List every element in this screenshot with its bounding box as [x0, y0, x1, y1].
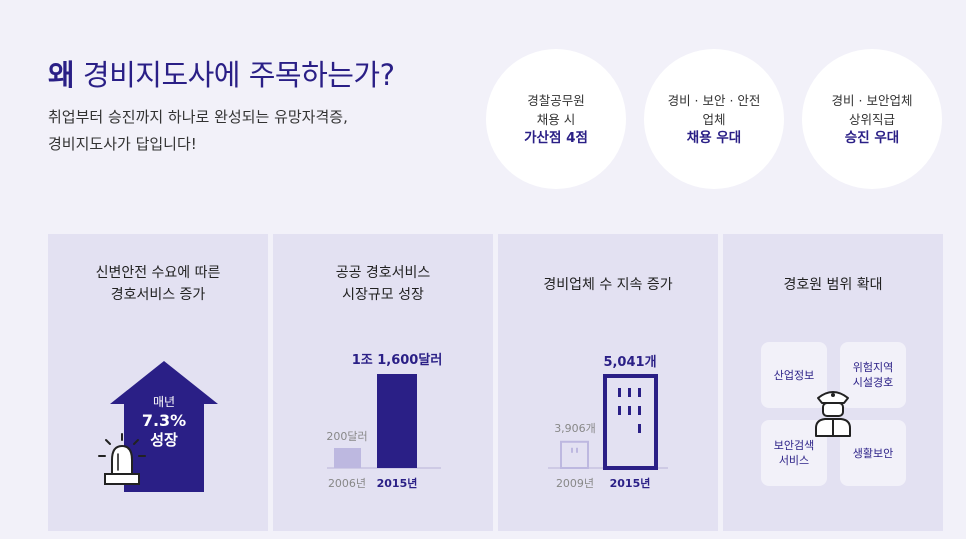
panel-title-line-1: 신변안전 수요에 따른: [95, 265, 221, 281]
bar-value-label-2015: 5,041개: [603, 355, 656, 370]
benefit-circle-police: 경찰공무원 채용 시 가산점 4점: [486, 49, 626, 189]
panel-market-size: 공공 경호서비스 시장규모 성장 200달러 1조 1,600달러 2006년 …: [273, 234, 493, 531]
scope-box-danger-zone: 위험지역 시설경호: [840, 342, 906, 408]
benefit-line-2: 업체: [702, 111, 726, 127]
x-tick-label-2006: 2006년: [328, 477, 366, 490]
growth-arrow-graphic: 매년 7.3% 성장: [98, 361, 218, 492]
building-window: [628, 388, 631, 397]
panel-security-companies: 경비업체 수 지속 증가 3,906개 5,041개 2009년 2015년: [498, 234, 718, 531]
bar-value-label-2015: 1조 1,600달러: [352, 352, 443, 368]
subtitle-line-2: 경비지도사가 답입니다!: [48, 135, 197, 153]
x-tick-label-2015: 2015년: [610, 476, 651, 490]
page-subtitle: 취업부터 승진까지 하나로 완성되는 유망자격증, 경비지도사가 답입니다!: [48, 104, 348, 158]
panel-title: 경비업체 수 지속 증가: [543, 277, 673, 293]
bar-2006: [334, 448, 361, 468]
scope-box-industrial-info: 산업정보: [761, 342, 827, 408]
benefit-circle-promotion: 경비 · 보안업체 상위직급 승진 우대: [802, 49, 942, 189]
panel-title-line-2: 시장규모 성장: [342, 287, 424, 303]
panel-title-line-2: 경호서비스 증가: [110, 287, 206, 303]
building-window: [618, 388, 621, 397]
benefit-line-2: 상위직급: [848, 111, 895, 127]
building-window: [628, 406, 631, 415]
page-title-rest: 경비지도사에 주목하는가?: [74, 58, 395, 92]
siren-icon: [98, 433, 146, 485]
arrow-text-line-3: 성장: [150, 431, 178, 449]
benefit-highlight: 가산점 4점: [524, 129, 588, 146]
building-window: [618, 406, 621, 415]
page-title: 왜 경비지도사에 주목하는가?: [48, 52, 395, 94]
benefit-line-1: 경비 · 보안업체: [831, 92, 913, 108]
building-2015: [603, 374, 658, 470]
benefit-highlight: 승진 우대: [844, 129, 900, 146]
security-guard-icon: [815, 391, 851, 437]
benefit-line-1: 경비 · 보안 · 안전: [667, 92, 761, 108]
arrow-text-line-1: 매년: [153, 395, 175, 409]
scope-box-label: 위험지역 시설경호: [852, 361, 894, 389]
arrow-text-line-2: 7.3%: [142, 411, 186, 430]
benefit-line-1: 경찰공무원: [527, 92, 585, 108]
benefit-highlight: 채용 우대: [686, 129, 742, 146]
companies-chart: 3,906개 5,041개 2009년 2015년: [548, 355, 668, 490]
building-window: [638, 388, 641, 397]
panel-title: 신변안전 수요에 따른 경호서비스 증가: [48, 262, 268, 306]
panel-title-line-1: 공공 경호서비스: [335, 265, 431, 281]
up-arrow-icon: [110, 361, 218, 492]
scope-box-label: 보안검색 서비스: [773, 439, 815, 467]
benefit-circle-hiring: 경비 · 보안 · 안전 업체 채용 우대: [644, 49, 784, 189]
bar-value-label-2009: 3,906개: [554, 422, 596, 435]
market-size-chart: 200달러 1조 1,600달러 2006년 2015년: [326, 352, 443, 490]
subtitle-line-1: 취업부터 승진까지 하나로 완성되는 유망자격증,: [48, 108, 348, 126]
building-window: [638, 424, 641, 433]
panel-security-demand: 신변안전 수요에 따른 경호서비스 증가 매년 7.3% 성장: [48, 234, 268, 531]
bar-2015: [377, 374, 417, 468]
x-tick-label-2015: 2015년: [377, 476, 418, 490]
bar-value-label-2006: 200달러: [326, 430, 367, 443]
x-tick-label-2009: 2009년: [556, 477, 594, 490]
page-title-bold: 왜: [48, 58, 75, 92]
building-2009: [560, 440, 589, 470]
panel-title: 공공 경호서비스 시장규모 성장: [273, 262, 493, 306]
panel-bodyguard-scope: 경호원 범위 확대 산업정보 위험지역 시설경호 보안검색 서비스 생활보안: [723, 234, 943, 531]
benefit-line-2: 채용 시: [536, 111, 576, 127]
panel-title: 경호원 범위 확대: [783, 277, 883, 293]
building-window: [638, 406, 641, 415]
